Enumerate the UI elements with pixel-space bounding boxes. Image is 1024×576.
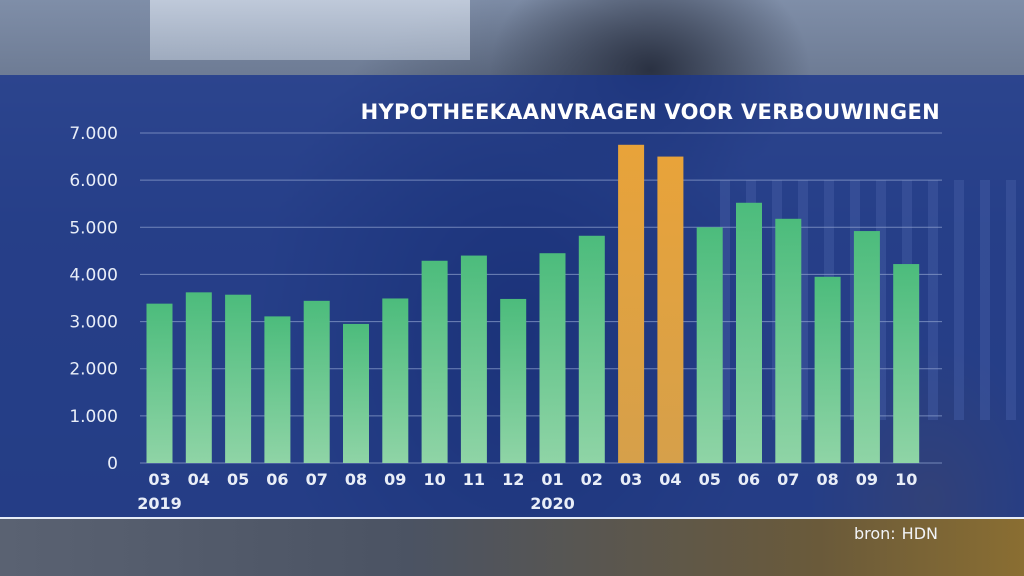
- bar: [460, 255, 487, 463]
- x-tick-label: 11: [463, 470, 485, 489]
- x-tick-label: 04: [188, 470, 210, 489]
- bar: [893, 264, 920, 463]
- y-tick-label: 1.000: [69, 407, 118, 427]
- x-tick-label: 05: [227, 470, 249, 489]
- source-value: HDN: [901, 524, 938, 543]
- background-sky: [150, 0, 470, 60]
- year-label: 2019: [137, 494, 182, 513]
- y-tick-label: 0: [107, 454, 118, 474]
- bar: [736, 202, 762, 463]
- bar: [343, 323, 369, 463]
- bar: [578, 235, 605, 463]
- panel-divider: [0, 517, 1024, 519]
- x-tick-label: 12: [502, 470, 524, 489]
- y-tick-label: 5.000: [69, 218, 118, 238]
- bar: [775, 218, 802, 463]
- source-credit: bron: HDN: [854, 524, 938, 543]
- bar: [500, 298, 527, 463]
- y-tick-label: 2.000: [69, 360, 118, 380]
- bar: [382, 298, 409, 463]
- x-tick-label: 07: [306, 470, 328, 489]
- x-tick-label: 03: [148, 470, 170, 489]
- background-street: [0, 517, 1024, 576]
- bar: [303, 300, 330, 463]
- highlighted-bar: [657, 156, 684, 464]
- y-tick-label: 4.000: [69, 265, 118, 285]
- x-tick-label: 05: [699, 470, 721, 489]
- x-tick-label: 04: [659, 470, 681, 489]
- x-tick-label: 08: [345, 470, 367, 489]
- bar: [225, 294, 252, 463]
- bar: [696, 227, 723, 463]
- bar: [539, 253, 566, 463]
- bar: [814, 276, 841, 463]
- chart-title: HYPOTHEEKAANVRAGEN VOOR VERBOUWINGEN: [360, 100, 940, 124]
- x-tick-label: 08: [816, 470, 838, 489]
- bar: [264, 316, 291, 463]
- x-tick-label: 07: [777, 470, 799, 489]
- highlighted-bar: [618, 144, 645, 464]
- x-tick-label: 10: [895, 470, 917, 489]
- x-tick-label: 10: [423, 470, 445, 489]
- x-tick-label: 06: [266, 470, 288, 489]
- y-tick-label: 7.000: [69, 124, 118, 144]
- y-tick-label: 6.000: [69, 171, 118, 191]
- bar: [146, 303, 173, 463]
- source-label: bron:: [853, 524, 896, 543]
- bar: [853, 231, 880, 463]
- x-tick-label: 09: [384, 470, 406, 489]
- x-tick-label: 06: [738, 470, 760, 489]
- y-tick-label: 3.000: [69, 313, 118, 333]
- bar: [421, 260, 448, 463]
- x-tick-label: 09: [856, 470, 878, 489]
- bar: [185, 292, 212, 463]
- x-tick-label: 03: [620, 470, 642, 489]
- year-label: 2020: [530, 494, 575, 513]
- x-tick-label: 02: [581, 470, 603, 489]
- x-tick-label: 01: [541, 470, 563, 489]
